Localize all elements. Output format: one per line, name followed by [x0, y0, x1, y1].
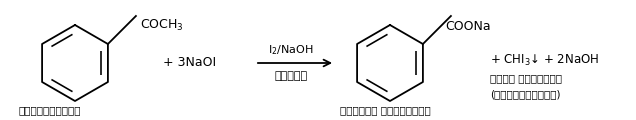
Text: + CHI$_3$↓ + 2NaOH: + CHI$_3$↓ + 2NaOH [490, 52, 599, 68]
Text: + 3NaOI: + 3NaOI [163, 57, 217, 69]
Text: I$_2$/NaOH: I$_2$/NaOH [268, 43, 314, 57]
Text: ऐसीटोफीनोन: ऐसीटोफीनोन [18, 105, 81, 115]
Text: पीला अवक्षेप: पीला अवक्षेप [490, 73, 562, 83]
Text: COONa: COONa [445, 21, 490, 33]
Text: COCH$_3$: COCH$_3$ [140, 17, 184, 33]
Text: (आयोडोफॉर्म): (आयोडोफॉर्म) [490, 89, 560, 99]
Text: सोडियम बेन्जोएट: सोडियम बेन्जोएट [340, 105, 431, 115]
Text: ऊष्मा: ऊष्मा [275, 71, 308, 81]
